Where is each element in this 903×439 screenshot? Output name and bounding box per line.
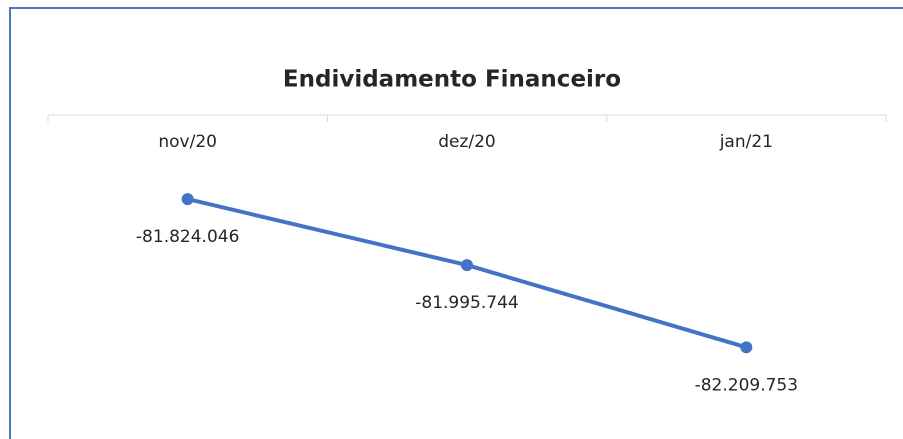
data-point <box>740 341 753 354</box>
x-tick-label: jan/21 <box>719 132 773 152</box>
chart-title: Endividamento Financeiro <box>283 67 621 93</box>
data-point <box>181 193 194 206</box>
x-tick-label: nov/20 <box>158 132 217 152</box>
data-label: -81.995.744 <box>415 293 518 313</box>
data-label: -81.824.046 <box>136 227 239 247</box>
data-point <box>461 259 473 272</box>
x-tick-label: dez/20 <box>438 132 496 152</box>
data-label: -82.209.753 <box>695 375 798 395</box>
